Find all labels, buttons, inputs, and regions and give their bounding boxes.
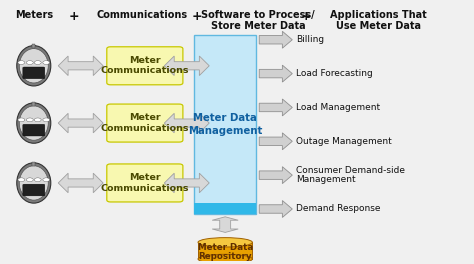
Circle shape [18, 61, 25, 64]
Ellipse shape [19, 49, 48, 83]
Polygon shape [58, 173, 103, 193]
Circle shape [18, 118, 25, 122]
Text: +: + [69, 10, 79, 23]
Text: Software to Process/
Store Meter Data: Software to Process/ Store Meter Data [201, 10, 315, 31]
Text: Outage Management: Outage Management [296, 137, 392, 146]
Bar [32, 102, 36, 106]
Text: Meter Data
Repository: Meter Data Repository [198, 243, 253, 261]
FancyBboxPatch shape [107, 164, 183, 202]
Bar [194, 204, 256, 214]
Polygon shape [58, 56, 103, 76]
Text: Load Forecasting: Load Forecasting [296, 69, 373, 78]
Ellipse shape [17, 163, 51, 203]
Text: Load Management: Load Management [296, 103, 380, 112]
Ellipse shape [17, 103, 51, 143]
Circle shape [43, 118, 50, 122]
Bar [194, 35, 256, 214]
Circle shape [18, 178, 25, 182]
Text: Meter
Communications: Meter Communications [100, 113, 189, 133]
Text: Billing: Billing [296, 35, 324, 44]
Circle shape [34, 178, 41, 182]
Text: Meters: Meters [15, 10, 53, 20]
Polygon shape [259, 65, 292, 82]
Text: Applications That
Use Meter Data: Applications That Use Meter Data [330, 10, 427, 31]
Polygon shape [164, 173, 209, 193]
Ellipse shape [19, 106, 48, 140]
Ellipse shape [19, 166, 48, 200]
Circle shape [27, 178, 33, 182]
Text: Meter
Communications: Meter Communications [100, 173, 189, 193]
Text: Meter
Communications: Meter Communications [100, 56, 189, 76]
Ellipse shape [198, 254, 252, 264]
Circle shape [27, 118, 33, 122]
FancyBboxPatch shape [23, 184, 45, 196]
Polygon shape [259, 167, 292, 183]
Text: Communications: Communications [97, 10, 188, 20]
FancyBboxPatch shape [107, 47, 183, 85]
FancyBboxPatch shape [23, 67, 45, 79]
Bar [32, 44, 36, 48]
Circle shape [43, 178, 50, 182]
Bar [32, 162, 36, 166]
Polygon shape [164, 113, 209, 133]
Ellipse shape [17, 46, 51, 86]
FancyBboxPatch shape [107, 104, 183, 142]
Circle shape [43, 61, 50, 64]
Polygon shape [164, 56, 209, 76]
Ellipse shape [198, 238, 252, 247]
Polygon shape [259, 201, 292, 218]
Polygon shape [259, 99, 292, 116]
Polygon shape [212, 217, 238, 232]
Text: Meter Data
Management: Meter Data Management [188, 113, 263, 136]
Circle shape [34, 61, 41, 64]
Text: Consumer Demand-side
Management: Consumer Demand-side Management [296, 166, 405, 185]
Circle shape [27, 61, 33, 64]
Polygon shape [259, 133, 292, 150]
Circle shape [34, 118, 41, 122]
Polygon shape [58, 113, 103, 133]
Text: +: + [191, 10, 202, 23]
Text: +: + [300, 10, 311, 23]
FancyBboxPatch shape [23, 124, 45, 136]
Bar [198, 242, 252, 259]
Polygon shape [259, 31, 292, 48]
Text: Demand Response: Demand Response [296, 205, 381, 214]
